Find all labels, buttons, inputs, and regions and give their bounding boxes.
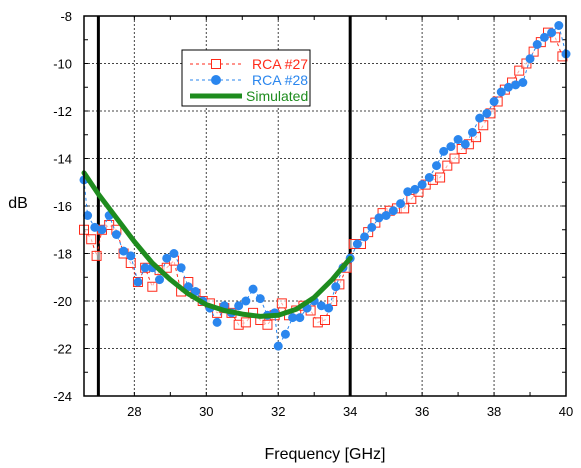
data-point (240, 317, 251, 328)
data-point (169, 249, 179, 258)
data-point (83, 211, 93, 220)
data-point (262, 319, 273, 330)
series-line (81, 170, 353, 319)
legend-label-rca27: RCA #27 (252, 56, 308, 72)
data-point (86, 234, 97, 245)
data-point (133, 277, 143, 287)
data-point (518, 78, 528, 87)
x-tick-label: 34 (343, 404, 357, 419)
data-point (460, 139, 470, 149)
legend-label-rca28: RCA #28 (252, 72, 308, 88)
data-point (161, 262, 172, 273)
data-point (503, 82, 513, 92)
y-tick-label: -18 (53, 247, 72, 262)
y-axis-label: dB (8, 195, 28, 212)
data-point (432, 161, 442, 171)
y-tick-labels: -8 -10 -12 -14 -16 -18 -20 -22 -24 (53, 9, 72, 404)
data-point (532, 40, 542, 49)
data-point (446, 142, 456, 152)
data-point (316, 301, 326, 311)
data-point (496, 87, 506, 97)
x-tick-label: 30 (199, 404, 213, 419)
y-tick-label: -16 (53, 199, 72, 214)
data-point (367, 222, 377, 232)
data-point (417, 180, 427, 190)
x-tick-label: 28 (127, 404, 141, 419)
y-tick-label: -8 (60, 9, 72, 24)
series-simulated (81, 170, 353, 319)
data-point (119, 246, 129, 256)
data-point (191, 287, 201, 296)
data-point (547, 28, 557, 38)
data-point (255, 294, 265, 304)
data-point (453, 135, 463, 144)
data-point (320, 315, 330, 325)
data-point (91, 250, 102, 261)
data-point (525, 54, 535, 64)
data-point (449, 153, 460, 164)
legend-marker-rca28 (211, 75, 221, 85)
data-point (140, 263, 150, 273)
data-point (374, 213, 384, 223)
data-point (442, 160, 453, 171)
data-point (511, 80, 521, 90)
data-point (234, 301, 244, 311)
data-point (539, 32, 549, 42)
data-point (241, 296, 251, 306)
data-point (295, 313, 305, 323)
data-point (439, 146, 449, 156)
y-tick-label: -10 (53, 57, 72, 72)
data-point (280, 329, 290, 339)
data-point (155, 275, 165, 285)
data-point (388, 206, 398, 216)
x-tick-label: 38 (487, 404, 501, 419)
data-point (514, 65, 525, 76)
x-tick-labels: 28 30 32 34 36 38 40 (127, 404, 573, 419)
x-tick-label: 36 (415, 404, 429, 419)
vertical-markers (96, 16, 352, 396)
data-point (126, 251, 136, 261)
y-tick-label: -20 (53, 294, 72, 309)
data-point (410, 184, 420, 194)
data-point (248, 284, 258, 294)
data-point (360, 232, 370, 242)
y-tick-label: -24 (53, 389, 72, 404)
x-tick-label: 32 (271, 404, 285, 419)
legend: RCA #27 RCA #28 Simulated (181, 49, 311, 107)
plot-frame (83, 15, 567, 397)
data-point (331, 282, 341, 292)
data-point (381, 211, 391, 220)
data-point (554, 21, 564, 30)
x-axis-label: Frequency [GHz] (265, 446, 386, 463)
data-point (176, 263, 186, 273)
data-point (162, 253, 172, 263)
data-point (475, 113, 485, 123)
y-tick-label: -14 (53, 152, 72, 167)
data-point (403, 187, 413, 197)
series-group (79, 21, 571, 351)
data-point (352, 239, 362, 249)
data-point (276, 298, 287, 309)
data-point (424, 173, 434, 182)
data-point (273, 341, 283, 351)
legend-label-simulated: Simulated (246, 88, 308, 104)
data-point (467, 127, 477, 137)
data-point (147, 281, 158, 292)
data-point (212, 317, 222, 327)
legend-marker-rca27 (211, 59, 221, 69)
y-tick-label: -12 (53, 104, 72, 119)
data-point (111, 230, 121, 239)
data-point (288, 313, 298, 323)
data-point (97, 225, 107, 235)
y-tick-label: -22 (53, 342, 72, 357)
data-point (435, 172, 446, 183)
data-point (396, 199, 406, 209)
data-point (90, 222, 100, 232)
data-point (482, 108, 492, 118)
data-point (324, 303, 334, 313)
x-tick-label: 40 (559, 404, 573, 419)
data-point (489, 97, 499, 106)
